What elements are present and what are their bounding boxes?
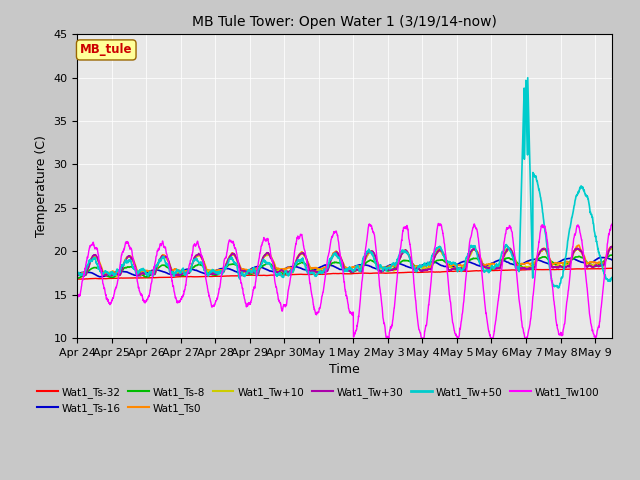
Text: MB_tule: MB_tule: [80, 44, 132, 57]
Title: MB Tule Tower: Open Water 1 (3/19/14-now): MB Tule Tower: Open Water 1 (3/19/14-now…: [193, 15, 497, 29]
X-axis label: Time: Time: [330, 363, 360, 376]
Y-axis label: Temperature (C): Temperature (C): [35, 135, 48, 237]
Legend: Wat1_Ts-32, Wat1_Ts-16, Wat1_Ts-8, Wat1_Ts0, Wat1_Tw+10, Wat1_Tw+30, Wat1_Tw+50,: Wat1_Ts-32, Wat1_Ts-16, Wat1_Ts-8, Wat1_…: [33, 383, 604, 418]
